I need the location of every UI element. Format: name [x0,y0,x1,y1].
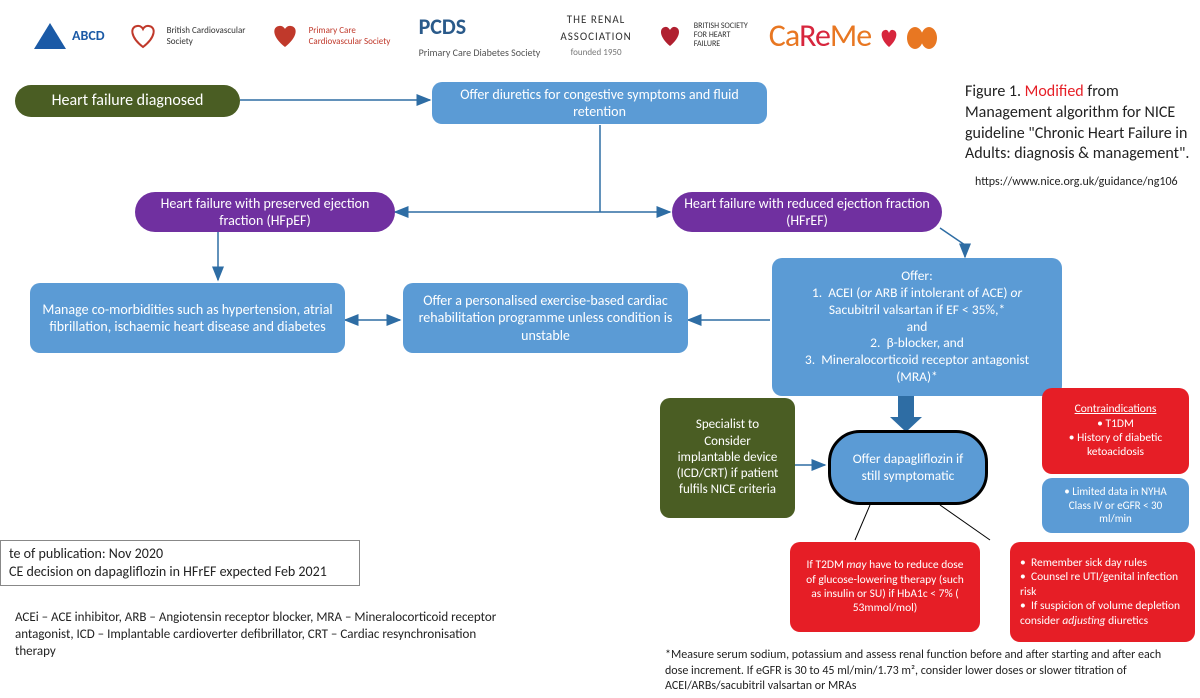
node-dapagliflozin: Offer dapagliflozin if still symptomatic [828,430,988,505]
node-t2dm: If T2DM may have to reduce dose of gluco… [790,542,980,632]
caption-url: https://www.nice.org.uk/guidance/ng106 [975,175,1178,191]
logo-renal: THE RENAL ASSOCIATION founded 1950 [560,14,631,57]
logos-row: ABCD British Cardiovascular Society Prim… [30,8,990,63]
logo-careme: CaReMe [769,16,938,55]
logo-bshf: BRITISH SOCIETY FOR HEART FAILURE [652,18,749,54]
logo-pccs: Primary Care Cardiovascular Society [267,18,399,54]
node-contraindications: Contraindications • T1DM • History of di… [1042,388,1189,474]
footnote-measure: *Measure serum sodium, potassium and ass… [665,648,1185,695]
node-comorbidities: Manage co-morbidities such as hypertensi… [30,283,345,353]
logo-bcs: British Cardiovascular Society [125,18,247,54]
node-start: Heart failure diagnosed [15,85,240,117]
publication-box: te of publication: Nov 2020 CE decision … [0,540,360,586]
logo-abcd: ABCD [30,18,105,54]
abbreviations: ACEi – ACE inhibitor, ARB – Angiotensin … [15,610,515,661]
node-rehab: Offer a personalised exercise-based card… [403,283,688,353]
logo-pcds: PCDS Primary Care Diabetes Society [419,13,541,59]
node-specialist: Specialist to Consider implantable devic… [660,398,795,518]
figure-caption: Figure 1. Modified from Management algor… [965,82,1190,165]
node-offer: Offer: 1. ACEI (or ARB if intolerant of … [772,258,1062,396]
node-hfref: Heart failure with reduced ejection frac… [672,192,942,232]
node-sick-day: • Remember sick day rules • Counsel re U… [1010,542,1195,642]
node-limited-data: • Limited data in NYHA Class IV or eGFR … [1042,478,1189,533]
node-hfpef: Heart failure with preserved ejection fr… [135,192,395,232]
node-diuretics: Offer diuretics for congestive symptoms … [432,82,767,124]
